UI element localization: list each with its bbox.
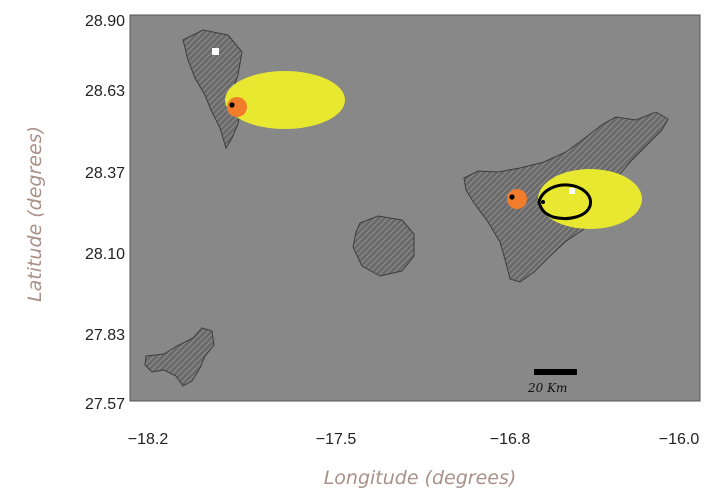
scale-bar-label: 20 Km — [527, 381, 567, 395]
y-tick: 28.63 — [85, 83, 125, 100]
x-axis-title: Longitude (degrees) — [324, 467, 517, 489]
source-dot-tenerife — [507, 189, 527, 209]
contour-center-dot — [541, 200, 545, 204]
x-tick: −16.0 — [659, 431, 700, 448]
island-la-gomera — [352, 215, 415, 277]
x-tick: −16.8 — [490, 431, 531, 448]
y-axis: 28.90 28.63 28.37 28.10 27.83 27.57 — [85, 13, 125, 413]
y-tick: 28.37 — [85, 165, 125, 182]
x-tick: −18.2 — [128, 431, 169, 448]
contour-tenerife — [537, 183, 592, 221]
source-dot-la-palma — [227, 97, 247, 117]
source-center-tenerife — [509, 194, 515, 200]
island-la-palma — [182, 29, 243, 150]
scale-bar — [534, 369, 577, 375]
la-palma-white-marker — [212, 48, 219, 55]
y-tick: 27.83 — [85, 327, 125, 344]
y-tick: 27.57 — [85, 396, 125, 413]
island-el-hierro — [144, 327, 215, 387]
ellipse-la-palma — [225, 71, 345, 129]
y-tick: 28.90 — [85, 13, 125, 30]
y-axis-title: Latitude (degrees) — [24, 126, 46, 302]
x-axis: −18.2 −17.5 −16.8 −16.0 — [128, 431, 700, 448]
tenerife-white-marker — [569, 188, 575, 194]
source-center-la-palma — [229, 102, 235, 108]
y-tick: 28.10 — [85, 246, 125, 263]
x-tick: −17.5 — [316, 431, 357, 448]
